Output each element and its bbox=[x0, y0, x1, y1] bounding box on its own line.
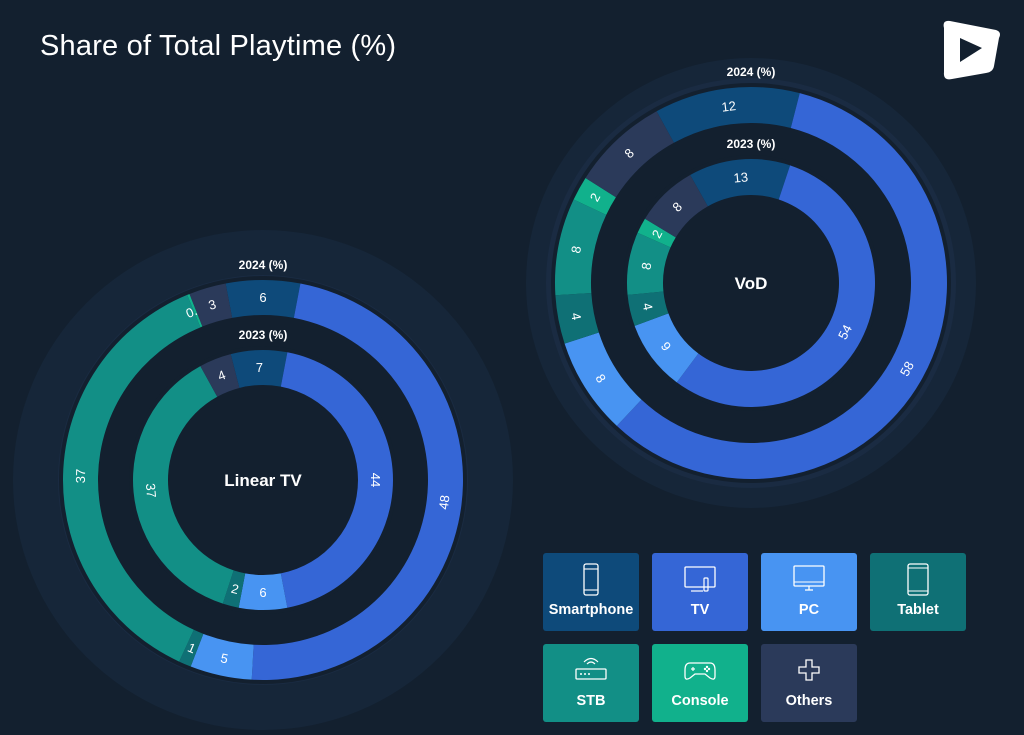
legend-label: Smartphone bbox=[548, 602, 634, 618]
legend-item-smartphone: Smartphone bbox=[543, 553, 639, 631]
donut-segment-tablet bbox=[627, 291, 669, 326]
legend-label: PC bbox=[798, 602, 820, 618]
donut-segment-others bbox=[644, 174, 708, 238]
legend-label: Tablet bbox=[897, 602, 939, 618]
legend-item-pc: PC bbox=[761, 553, 857, 631]
donut-segment-pc bbox=[564, 332, 642, 426]
legend-label: Others bbox=[785, 693, 833, 709]
data-label: 2 bbox=[230, 581, 241, 597]
ring-year-label: 2024 (%) bbox=[727, 65, 776, 79]
legend-item-tablet: Tablet bbox=[870, 553, 966, 631]
ring-hole bbox=[168, 385, 358, 575]
data-label: 6 bbox=[259, 290, 266, 305]
legend-item-others: Others bbox=[761, 644, 857, 722]
chart-center-title: Linear TV bbox=[224, 471, 302, 490]
tv-icon bbox=[684, 566, 716, 592]
donut-segment-smartphone bbox=[656, 87, 800, 143]
tablet-icon bbox=[907, 563, 929, 596]
ring-year-label: 2023 (%) bbox=[727, 137, 776, 151]
donut-segment-smartphone bbox=[230, 350, 288, 388]
donut-segment-stb bbox=[555, 199, 607, 296]
donut-segment-smartphone bbox=[690, 158, 791, 207]
donut-segment-pc bbox=[238, 573, 288, 610]
ring-year-label: 2023 (%) bbox=[239, 328, 288, 342]
data-label: 58 bbox=[897, 359, 917, 379]
data-label: 5 bbox=[219, 650, 229, 666]
donut-segment-others bbox=[189, 283, 233, 327]
smartphone-icon bbox=[583, 563, 599, 596]
donut-segment-tv bbox=[676, 165, 876, 407]
donut-segment-tv bbox=[251, 283, 464, 680]
legend-label: TV bbox=[690, 602, 710, 618]
donut-segment-tablet bbox=[222, 570, 246, 608]
data-label: 37 bbox=[73, 469, 88, 484]
donut-segment-tablet bbox=[179, 629, 204, 667]
data-label: 7 bbox=[256, 360, 264, 375]
donut-segment-console bbox=[637, 218, 676, 248]
page-title: Share of Total Playtime (%) bbox=[40, 30, 397, 62]
legend-item-tv: TV bbox=[652, 553, 748, 631]
legend-item-console: Console bbox=[652, 644, 748, 722]
donut-segment-tv bbox=[280, 352, 393, 608]
data-label: 48 bbox=[436, 494, 453, 510]
data-label: 4 bbox=[640, 301, 656, 311]
brand-logo-icon bbox=[943, 20, 1000, 80]
legend-label: Console bbox=[671, 693, 729, 709]
donut-segment-smartphone bbox=[225, 280, 301, 318]
plus-icon bbox=[798, 659, 820, 681]
data-label: 4 bbox=[568, 311, 584, 321]
data-label: 3 bbox=[207, 297, 218, 313]
donut-segment-console bbox=[573, 177, 616, 215]
donut-segment-others bbox=[585, 111, 674, 198]
ring-year-label: 2024 (%) bbox=[239, 258, 288, 272]
legend-label: STB bbox=[576, 693, 606, 709]
donut-segment-others bbox=[200, 354, 240, 397]
donut-segment-stb bbox=[63, 294, 201, 662]
data-label: 8 bbox=[568, 245, 584, 255]
set-top-box-icon bbox=[575, 657, 607, 680]
data-label: 13 bbox=[733, 169, 749, 185]
data-label: 44 bbox=[368, 473, 383, 487]
gamepad-icon bbox=[684, 662, 716, 680]
donut-segment-stb bbox=[627, 232, 671, 295]
donut-segment-tv bbox=[616, 93, 948, 480]
ring-hole bbox=[663, 195, 839, 371]
data-label: 37 bbox=[143, 483, 159, 499]
donut-segment-console bbox=[187, 293, 203, 328]
data-label: 12 bbox=[721, 98, 737, 115]
data-label: 8 bbox=[638, 261, 654, 271]
donut-segment-pc bbox=[634, 313, 699, 383]
data-label: 6 bbox=[259, 585, 266, 600]
donut-segment-stb bbox=[133, 366, 234, 604]
donut-segment-pc bbox=[190, 633, 254, 680]
pc-monitor-icon bbox=[793, 565, 825, 591]
chart-center-title: VoD bbox=[735, 274, 768, 293]
legend-item-stb: STB bbox=[543, 644, 639, 722]
data-label: 54 bbox=[835, 322, 855, 342]
donut-segment-tablet bbox=[555, 293, 599, 344]
